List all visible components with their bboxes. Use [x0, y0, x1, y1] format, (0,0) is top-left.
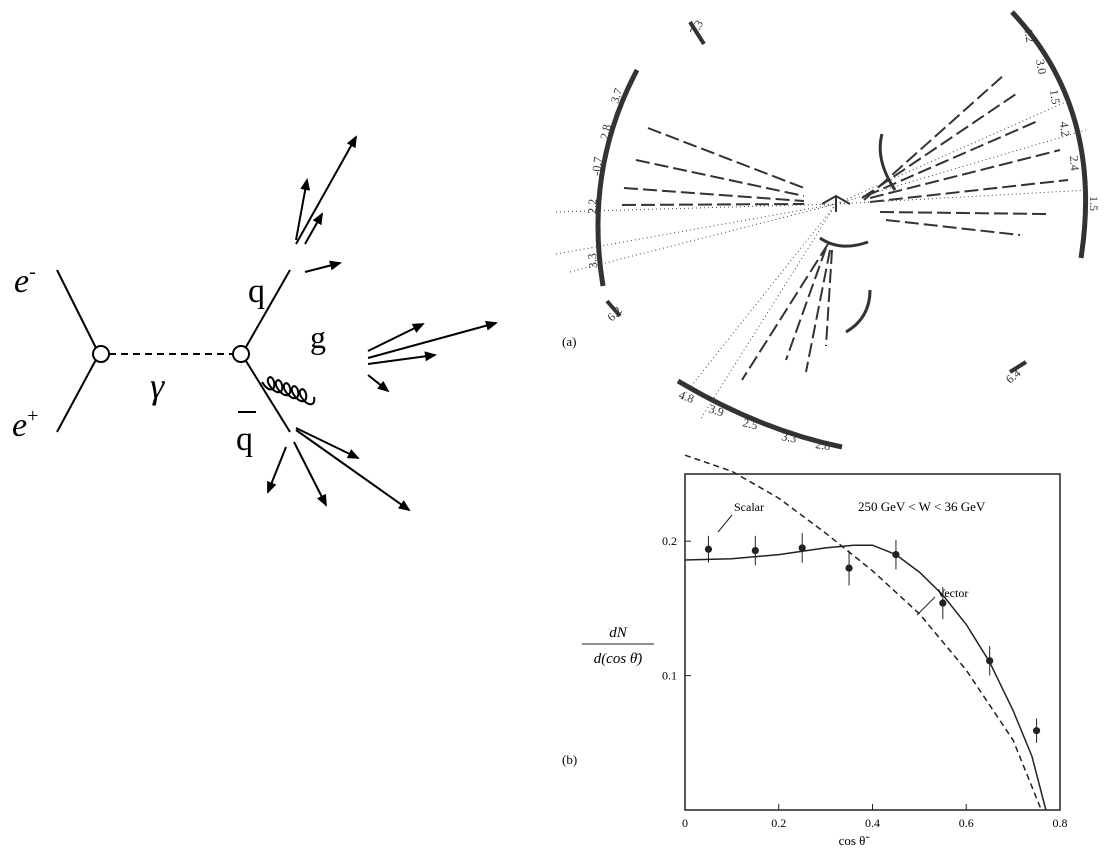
scalar-leader: [717, 514, 733, 533]
svg-text:4.2: 4.2: [1021, 26, 1037, 43]
data-point: [704, 545, 713, 553]
svg-text:3.3: 3.3: [780, 429, 797, 445]
data-point: [845, 564, 853, 572]
x-tick-label: 0.2: [771, 816, 786, 830]
vector-curve: [684, 544, 1047, 811]
svg-text:2.4: 2.4: [1067, 155, 1082, 171]
x-tick-label: 0: [682, 816, 688, 830]
feynman-diagram: e- e+ γ q q g: [12, 135, 498, 512]
svg-text:3.3: 3.3: [585, 253, 600, 269]
ee-vertex: [92, 345, 110, 363]
particle-tracks: [621, 74, 1069, 381]
y-tick-label: 0.1: [662, 669, 677, 683]
svg-text:2.8: 2.8: [815, 437, 832, 453]
svg-text:2.2: 2.2: [585, 199, 600, 214]
gluon-line: [261, 376, 316, 406]
quark-line: [245, 269, 291, 348]
y-ticks: 0.1 0.2: [662, 534, 691, 683]
quark-label: q: [248, 273, 265, 310]
vector-label: Vector: [937, 586, 968, 600]
antiquark-jet-arrows: [267, 427, 411, 512]
data-point: [939, 599, 947, 607]
x-ticks: 0 0.2 0.4 0.6 0.8: [682, 804, 1068, 830]
x-tick-label: 0.6: [959, 816, 974, 830]
data-point: [798, 544, 806, 552]
calorimeter-blocks: [605, 20, 1028, 374]
scalar-curve: [684, 454, 1042, 811]
antiquark-label: q: [236, 421, 253, 458]
tracker-outer-rings: [819, 133, 897, 334]
range-annotation: 250 GeV < W < 36 GeV: [858, 499, 986, 514]
plot-frame: [684, 473, 1061, 811]
x-tick-label: 0.8: [1053, 816, 1068, 830]
y-axis-label-numerator: dN: [609, 625, 628, 641]
calorimeter-arcs: [595, 10, 1089, 450]
angular-distribution-chart: 0 0.2 0.4 0.6 0.8 0.1 0.2 250 GeV < W < 36 Ge…: [562, 454, 1068, 848]
data-point: [1032, 727, 1041, 735]
svg-text:3.9: 3.9: [707, 402, 726, 420]
svg-text:2.5: 2.5: [741, 415, 759, 432]
svg-text:4.8: 4.8: [677, 388, 696, 406]
svg-text:1.5: 1.5: [1087, 196, 1101, 211]
quark-jet-arrows: [295, 135, 357, 273]
scalar-label: Scalar: [734, 500, 764, 514]
e-minus-label: e-: [14, 261, 36, 300]
x-tick-label: 0.4: [865, 816, 880, 830]
photon-label: γ: [150, 366, 165, 406]
calorimeter-numbers: 7.3 3.7 2.8 -0.7 2.2 3.3 6.2 4.2 3.0 1.5…: [585, 18, 1101, 454]
electron-line: [56, 269, 100, 355]
antiquark-line: [245, 360, 291, 433]
data-point: [986, 657, 994, 665]
interaction-point-marker: [821, 194, 851, 212]
svg-text:6.4: 6.4: [1003, 366, 1023, 386]
data-point: [892, 551, 900, 559]
svg-text:6.2: 6.2: [604, 304, 625, 325]
gluon-label: g: [310, 319, 326, 355]
panel-a-label: (a): [562, 334, 576, 349]
y-axis-label-denominator: d(cos θ̄): [594, 651, 643, 667]
panel-b-label: (b): [562, 752, 577, 767]
svg-text:2.8: 2.8: [597, 123, 614, 141]
svg-text:3.0: 3.0: [1033, 58, 1049, 75]
gluon-jet-arrows: [367, 320, 498, 393]
svg-text:-0.7: -0.7: [589, 156, 605, 176]
svg-text:3.7: 3.7: [608, 86, 626, 105]
x-axis-label: cos θ̃: [839, 833, 871, 848]
qq-vertex: [232, 345, 250, 363]
positron-line: [56, 353, 100, 433]
event-display: 7.3 3.7 2.8 -0.7 2.2 3.3 6.2 4.2 3.0 1.5…: [555, 10, 1101, 454]
y-tick-label: 0.2: [662, 534, 677, 548]
data-point: [751, 547, 759, 555]
data-points: [704, 533, 1041, 743]
svg-text:7.3: 7.3: [686, 18, 706, 38]
vector-leader: [916, 596, 936, 616]
svg-text:4.2: 4.2: [1057, 121, 1072, 137]
svg-text:1.5: 1.5: [1047, 88, 1063, 105]
e-plus-label: e+: [12, 405, 38, 444]
extrapolated-tracks: [555, 99, 1089, 421]
